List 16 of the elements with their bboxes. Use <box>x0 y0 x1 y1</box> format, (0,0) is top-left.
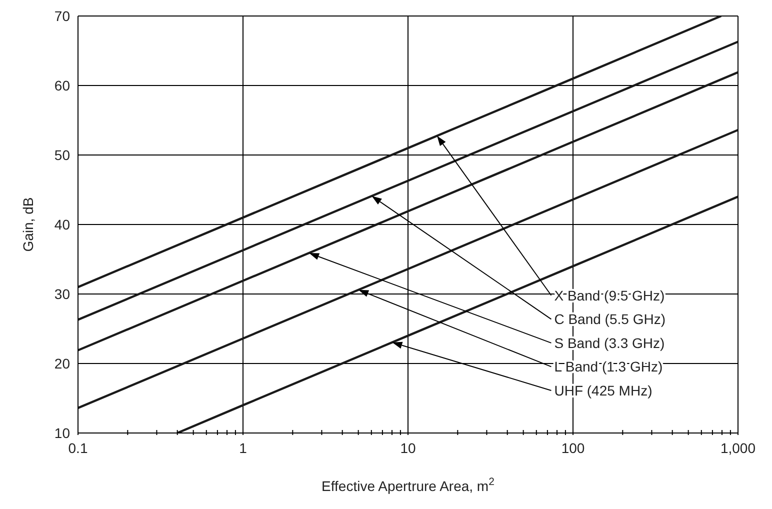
y-tick-label: 60 <box>54 78 70 94</box>
x-axis-title: Effective Apertrure Area, m$^{2}$ <box>322 476 495 494</box>
x-tick-label: 100 <box>561 440 585 456</box>
y-tick-label: 20 <box>54 356 70 372</box>
y-tick-label: 50 <box>54 147 70 163</box>
x-tick-label: 1,000 <box>720 440 756 456</box>
y-axis-title: Gain, dB <box>20 197 36 252</box>
y-tick-label: 70 <box>54 8 70 24</box>
line-series <box>78 71 738 352</box>
y-tick-label: 40 <box>54 216 70 232</box>
x-tick-label: 10 <box>400 440 416 456</box>
x-tick-label: 0.1 <box>68 440 88 456</box>
y-tick-label: 30 <box>54 286 70 302</box>
y-tick-label: 10 <box>54 425 70 441</box>
line-series <box>78 128 738 410</box>
x-tick-label: 1 <box>239 440 248 456</box>
